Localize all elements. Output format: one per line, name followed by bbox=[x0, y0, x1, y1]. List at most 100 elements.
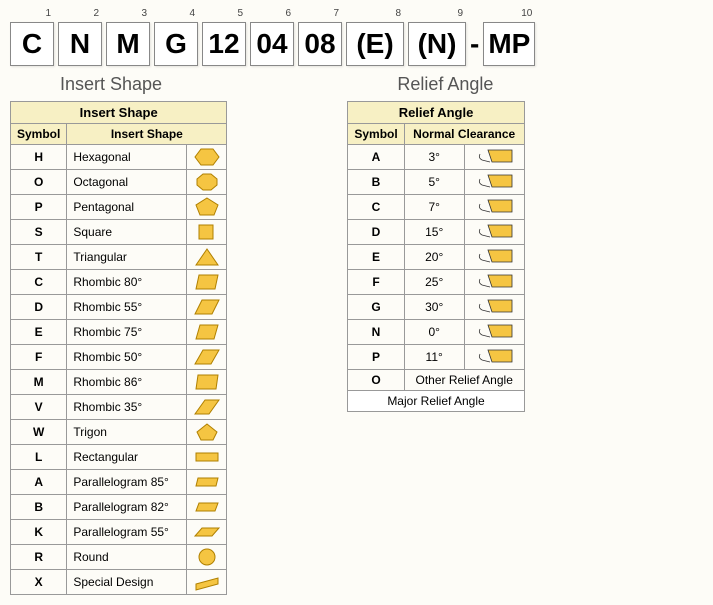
desc-cell: Round bbox=[67, 545, 187, 570]
relief-icon-cell bbox=[464, 270, 524, 295]
table-row: FRhombic 50° bbox=[11, 345, 227, 370]
desc-cell: Rectangular bbox=[67, 445, 187, 470]
table-row: A3° bbox=[348, 145, 524, 170]
desc-cell: Pentagonal bbox=[67, 195, 187, 220]
symbol-cell: V bbox=[11, 395, 67, 420]
symbol-cell: X bbox=[11, 570, 67, 595]
angle-cell: 25° bbox=[404, 270, 464, 295]
code-cell-4: 4G bbox=[154, 10, 198, 66]
shape-icon-cell bbox=[187, 570, 227, 595]
code-designation-row: 1C2N3M4G5126047088(E)9(N)-10MP bbox=[10, 10, 703, 66]
code-box: 04 bbox=[250, 22, 294, 66]
code-cell-8: 8(E) bbox=[346, 10, 404, 66]
code-cell-3: 3M bbox=[106, 10, 150, 66]
symbol-cell: S bbox=[11, 220, 67, 245]
code-dash: - bbox=[470, 28, 479, 66]
code-cell-2: 2N bbox=[58, 10, 102, 66]
relief-icon-cell bbox=[464, 145, 524, 170]
table-row: C7° bbox=[348, 195, 524, 220]
code-cell-6: 604 bbox=[250, 10, 294, 66]
table-row: RRound bbox=[11, 545, 227, 570]
table-row: KParallelogram 55° bbox=[11, 520, 227, 545]
code-num: 8 bbox=[395, 8, 401, 19]
table-row: G30° bbox=[348, 295, 524, 320]
code-cell-7: 708 bbox=[298, 10, 342, 66]
table-row: P11° bbox=[348, 345, 524, 370]
shape-icon-cell bbox=[187, 545, 227, 570]
desc-cell: Parallelogram 82° bbox=[67, 495, 187, 520]
code-num: 4 bbox=[189, 8, 195, 19]
code-box: 12 bbox=[202, 22, 246, 66]
symbol-cell: R bbox=[11, 545, 67, 570]
table-row: LRectangular bbox=[11, 445, 227, 470]
table-row: F25° bbox=[348, 270, 524, 295]
relief-angle-header: Relief Angle bbox=[348, 102, 524, 124]
table-row: B5° bbox=[348, 170, 524, 195]
symbol-cell: B bbox=[348, 170, 404, 195]
col-desc: Insert Shape bbox=[67, 124, 227, 145]
code-cell-5: 512 bbox=[202, 10, 246, 66]
shape-icon-cell bbox=[187, 520, 227, 545]
insert-shape-table: Insert Shape Symbol Insert Shape HHexago… bbox=[10, 101, 227, 595]
relief-icon-cell bbox=[464, 245, 524, 270]
symbol-cell: W bbox=[11, 420, 67, 445]
symbol-cell: T bbox=[11, 245, 67, 270]
relief-angle-table: Relief Angle Symbol Normal Clearance A3°… bbox=[347, 101, 524, 412]
table-row: WTrigon bbox=[11, 420, 227, 445]
code-num: 2 bbox=[93, 8, 99, 19]
angle-cell: 3° bbox=[404, 145, 464, 170]
col-symbol: Symbol bbox=[11, 124, 67, 145]
table-row: AParallelogram 85° bbox=[11, 470, 227, 495]
code-num: 3 bbox=[141, 8, 147, 19]
relief-icon-cell bbox=[464, 320, 524, 345]
desc-cell: Parallelogram 85° bbox=[67, 470, 187, 495]
angle-cell: 0° bbox=[404, 320, 464, 345]
angle-cell: 20° bbox=[404, 245, 464, 270]
desc-cell: Rhombic 35° bbox=[67, 395, 187, 420]
symbol-cell: H bbox=[11, 145, 67, 170]
symbol-cell: N bbox=[348, 320, 404, 345]
col-symbol: Symbol bbox=[348, 124, 404, 145]
relief-icon-cell bbox=[464, 295, 524, 320]
code-box: (N) bbox=[408, 22, 466, 66]
symbol-cell: D bbox=[11, 295, 67, 320]
code-box: C bbox=[10, 22, 54, 66]
angle-cell: Other Relief Angle bbox=[404, 370, 524, 391]
symbol-cell: O bbox=[348, 370, 404, 391]
shape-icon-cell bbox=[187, 420, 227, 445]
code-cell-9: 9 (N) bbox=[408, 10, 466, 66]
symbol-cell: E bbox=[11, 320, 67, 345]
angle-cell: 11° bbox=[404, 345, 464, 370]
symbol-cell: A bbox=[11, 470, 67, 495]
angle-cell: 7° bbox=[404, 195, 464, 220]
symbol-cell: P bbox=[348, 345, 404, 370]
symbol-cell: P bbox=[11, 195, 67, 220]
shape-icon-cell bbox=[187, 295, 227, 320]
shape-icon-cell bbox=[187, 220, 227, 245]
desc-cell: Square bbox=[67, 220, 187, 245]
sections-container: Insert Shape Insert Shape Symbol Insert … bbox=[10, 74, 703, 595]
table-row: HHexagonal bbox=[11, 145, 227, 170]
table-row: E20° bbox=[348, 245, 524, 270]
desc-cell: Triangular bbox=[67, 245, 187, 270]
relief-footer: Major Relief Angle bbox=[348, 391, 524, 412]
symbol-cell: O bbox=[11, 170, 67, 195]
code-box: N bbox=[58, 22, 102, 66]
col-desc: Normal Clearance bbox=[404, 124, 524, 145]
code-box: MP bbox=[483, 22, 535, 66]
angle-cell: 30° bbox=[404, 295, 464, 320]
desc-cell: Rhombic 55° bbox=[67, 295, 187, 320]
code-num: 9 bbox=[457, 8, 463, 19]
shape-icon-cell bbox=[187, 320, 227, 345]
shape-icon-cell bbox=[187, 470, 227, 495]
shape-icon-cell bbox=[187, 245, 227, 270]
symbol-cell: E bbox=[348, 245, 404, 270]
symbol-cell: M bbox=[11, 370, 67, 395]
relief-icon-cell bbox=[464, 195, 524, 220]
shape-icon-cell bbox=[187, 445, 227, 470]
code-num: 7 bbox=[333, 8, 339, 19]
table-row: BParallelogram 82° bbox=[11, 495, 227, 520]
desc-cell: Trigon bbox=[67, 420, 187, 445]
shape-icon-cell bbox=[187, 170, 227, 195]
symbol-cell: L bbox=[11, 445, 67, 470]
